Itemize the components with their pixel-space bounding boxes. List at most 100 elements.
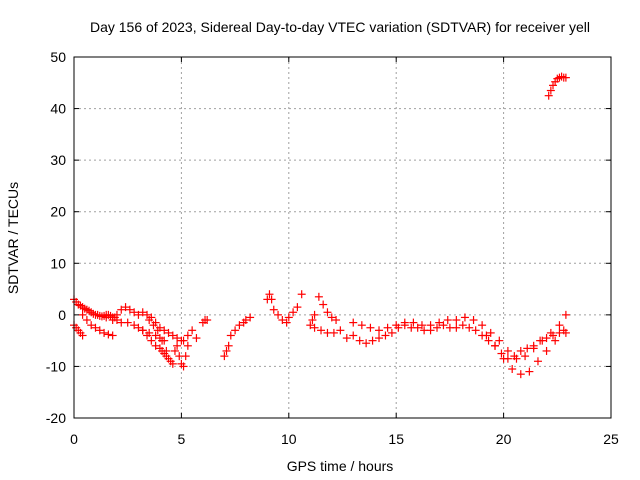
data-point — [314, 292, 323, 301]
data-point — [458, 321, 467, 330]
x-tick-label: 15 — [388, 431, 404, 447]
data-point — [203, 316, 212, 325]
data-point — [308, 316, 317, 325]
data-point — [158, 336, 167, 345]
data-point — [269, 305, 278, 314]
data-point — [117, 305, 126, 314]
data-point — [87, 321, 96, 330]
data-point — [104, 330, 113, 339]
data-point — [546, 328, 555, 337]
data-point — [484, 336, 493, 345]
data-point — [145, 316, 154, 325]
data-point — [381, 331, 390, 340]
data-point — [375, 334, 384, 343]
data-point — [478, 321, 487, 330]
data-point — [417, 321, 426, 330]
data-point — [220, 352, 229, 361]
data-point — [362, 339, 371, 348]
data-point — [143, 310, 152, 319]
data-point — [529, 344, 538, 353]
data-point — [471, 326, 480, 335]
data-point — [400, 318, 409, 327]
data-point — [181, 352, 190, 361]
data-point — [289, 308, 298, 317]
chart-title: Day 156 of 2023, Sidereal Day-to-day VTE… — [90, 19, 590, 35]
data-point — [469, 316, 478, 325]
data-point — [349, 318, 358, 327]
data-point — [327, 313, 336, 322]
data-point — [375, 326, 384, 335]
plot-area-border — [73, 56, 612, 419]
data-point — [151, 341, 160, 350]
data-point — [433, 323, 442, 332]
y-tick-label: 10 — [50, 255, 66, 271]
data-point — [130, 321, 139, 330]
data-point — [355, 336, 364, 345]
data-point — [435, 318, 444, 327]
data-point — [555, 321, 564, 330]
data-point — [153, 326, 162, 335]
data-point — [168, 331, 177, 340]
data-point — [282, 318, 291, 327]
data-point — [179, 336, 188, 345]
y-tick-label: 0 — [58, 307, 66, 323]
data-point — [183, 331, 192, 340]
data-point — [143, 331, 152, 340]
y-tick-label: 20 — [50, 204, 66, 220]
axis-ticks: 0 5 10 15 20 25 -20 -10 0 10 20 30 40 50 — [46, 49, 619, 447]
data-point — [549, 81, 558, 90]
x-tick-label: 5 — [178, 431, 186, 447]
data-point — [357, 321, 366, 330]
data-point — [188, 326, 197, 335]
data-point — [102, 313, 111, 322]
y-tick-label: -20 — [46, 410, 66, 426]
data-point — [426, 321, 435, 330]
y-tick-label: 50 — [50, 49, 66, 65]
data-point — [106, 311, 115, 320]
data-point — [452, 323, 461, 332]
data-point — [538, 336, 547, 345]
data-point — [224, 341, 233, 350]
x-tick-label: 25 — [603, 431, 619, 447]
data-point — [342, 334, 351, 343]
data-point — [503, 346, 512, 355]
data-point — [368, 336, 377, 345]
data-point — [162, 346, 171, 355]
data-point — [246, 313, 255, 322]
data-point — [95, 326, 104, 335]
x-tick-label: 10 — [281, 431, 297, 447]
x-axis-label: GPS time / hours — [287, 458, 394, 474]
data-point — [521, 352, 530, 361]
y-axis-label: SDTVAR / TECUs — [5, 182, 21, 294]
data-point — [323, 308, 332, 317]
data-point — [443, 316, 452, 325]
data-point — [366, 323, 375, 332]
data-point — [278, 316, 287, 325]
data-point — [465, 323, 474, 332]
data-point — [125, 305, 134, 314]
data-point — [319, 300, 328, 309]
data-point — [192, 334, 201, 343]
data-point — [559, 326, 568, 335]
data-point — [241, 316, 250, 325]
data-point — [329, 328, 338, 337]
data-point — [491, 341, 500, 350]
data-point — [533, 357, 542, 366]
data-point — [226, 331, 235, 340]
data-point — [497, 349, 506, 358]
data-point — [293, 303, 302, 312]
data-point — [222, 346, 231, 355]
data-point — [78, 331, 87, 340]
data-point — [134, 323, 143, 332]
data-point — [297, 290, 306, 299]
data-point — [413, 323, 422, 332]
data-point — [121, 303, 130, 312]
data-point — [265, 290, 274, 299]
data-point — [82, 316, 91, 325]
data-point — [495, 336, 504, 345]
data-point — [332, 316, 341, 325]
data-point — [310, 323, 319, 332]
data-point — [542, 346, 551, 355]
grid-lines — [74, 57, 611, 418]
